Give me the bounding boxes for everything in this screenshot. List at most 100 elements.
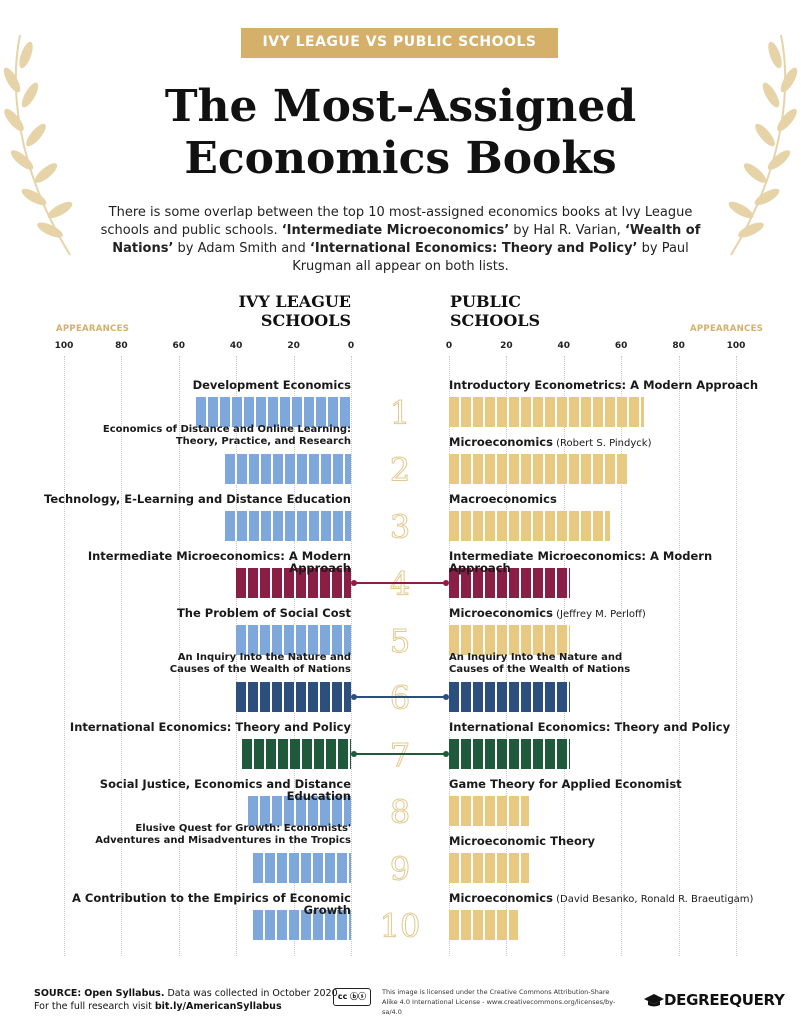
connector-line-6: [354, 696, 446, 698]
tick-label-right-20: 20: [500, 341, 513, 351]
rank-number-2: 2: [389, 451, 411, 489]
rank-number-10: 10: [379, 907, 421, 945]
tick-label-left-60: 60: [172, 341, 186, 351]
intro-paragraph: There is some overlap between the top 10…: [100, 204, 701, 276]
intro-part-5: ‘International Economics: Theory and Pol…: [309, 241, 638, 256]
connector-dot-right-4: [443, 580, 449, 586]
ivy-label-1-line1: Development Economics: [192, 378, 351, 392]
ivy-label-7-line1: International Economics: Theory and Poli…: [69, 720, 351, 734]
ivy-bar-9: [253, 853, 351, 883]
ivy-header-line1: IVY LEAGUE: [238, 292, 351, 311]
ivy-bar-5: [236, 625, 351, 655]
ivy-label-8-line1: Social Justice, Economics and Distance E…: [99, 777, 351, 803]
axis-label-right: APPEARANCES: [690, 324, 764, 334]
gridline-left-100: [64, 356, 65, 956]
ivy-header-line2: SCHOOLS: [260, 311, 351, 330]
source-label: SOURCE:: [34, 988, 82, 999]
public-author-10: (David Besanko, Ronald R. Braeutigam): [552, 894, 754, 905]
ivy-bar-8: [247, 796, 351, 826]
ivy-label-2-line1: Economics of Distance and Online Learnin…: [102, 424, 351, 435]
tick-label-left-40: 40: [229, 341, 243, 351]
public-label-7: International Economics: Theory and Poli…: [449, 721, 769, 733]
public-title-9: Microeconomic Theory: [449, 834, 596, 848]
connector-line-7: [354, 753, 446, 755]
public-title-3: Macroeconomics: [449, 492, 557, 506]
public-bar-3: [449, 511, 610, 541]
rank-number-8: 8: [389, 793, 411, 831]
axis-label-left: APPEARANCES: [56, 324, 130, 334]
public-label-3: Macroeconomics: [449, 493, 769, 505]
ivy-bar-4: [236, 568, 351, 598]
ivy-label-9-line1: Elusive Quest for Growth: Economists': [135, 823, 351, 834]
tick-label-left-100: 100: [54, 341, 74, 351]
ivy-label-5-line1: The Problem of Social Cost: [176, 606, 351, 620]
rank-number-4: 4: [389, 565, 411, 603]
gridline-right-40: [563, 356, 565, 956]
ivy-label-4-line1: Intermediate Microeconomics: A Modern Ap…: [87, 549, 351, 575]
public-label-9: Microeconomic Theory: [449, 835, 769, 847]
public-label-2: Microeconomics (Robert S. Pindyck): [449, 436, 769, 450]
tick-label-right-60: 60: [614, 341, 628, 351]
source-note: Data was collected in October 2020.: [164, 988, 341, 999]
brand-name: DEGREEQUERY: [664, 991, 785, 1009]
source-name: Open Syllabus.: [84, 988, 165, 999]
gridline-left-60: [178, 356, 180, 956]
tick-label-right-0: 0: [445, 341, 453, 351]
gridline-left-40: [236, 356, 238, 956]
public-author-2: (Robert S. Pindyck): [552, 438, 652, 449]
connector-dot-left-6: [351, 694, 357, 700]
rank-number-7: 7: [389, 736, 411, 774]
rank-number-3: 3: [389, 508, 411, 546]
connector-dot-left-4: [351, 580, 357, 586]
gridline-left-20: [293, 356, 295, 956]
public-header-line2: SCHOOLS: [450, 311, 541, 330]
public-title-10: Microeconomics: [449, 891, 553, 905]
connector-dot-right-6: [443, 694, 449, 700]
public-title-1: Introductory Econometrics: A Modern Appr…: [449, 378, 759, 392]
public-title-4: Intermediate Microeconomics: A Modern Ap…: [449, 549, 713, 575]
intro-part-0: There is some overlap between the top 10…: [100, 205, 693, 238]
public-bar-4: [449, 568, 570, 598]
public-label-4: Intermediate Microeconomics: A Modern Ap…: [449, 550, 769, 574]
cc-license-icon: cc ⓑⓢ: [333, 988, 371, 1006]
public-label-10: Microeconomics (David Besanko, Ronald R.…: [449, 892, 769, 906]
public-label-8: Game Theory for Applied Economist: [449, 778, 769, 790]
gridline-right-100: [736, 356, 737, 956]
public-label-1: Introductory Econometrics: A Modern Appr…: [449, 379, 769, 391]
banner-text: IVY LEAGUE VS PUBLIC SCHOOLS: [262, 34, 537, 50]
intro-part-2: by Hal R. Varian,: [509, 223, 625, 238]
gridline-left-80: [121, 356, 123, 956]
public-title-7: International Economics: Theory and Poli…: [449, 720, 731, 734]
connector-dot-right-7: [443, 751, 449, 757]
ivy-bar-10: [253, 910, 351, 940]
tick-label-right-80: 80: [672, 341, 685, 351]
research-link[interactable]: bit.ly/AmericanSyllabus: [154, 1001, 282, 1012]
intro-part-4: by Adam Smith and: [173, 241, 310, 256]
public-label-5: Microeconomics (Jeffrey M. Perloff): [449, 607, 769, 621]
gridline-right-20: [506, 356, 508, 956]
public-bar-5: [449, 625, 570, 655]
ivy-bar-6: [236, 682, 351, 712]
ivy-label-6-line1: An Inquiry Into the Nature and: [177, 652, 351, 663]
public-bar-6: [449, 682, 570, 712]
gridline-right-80: [678, 356, 680, 956]
ivy-bar-2: [224, 454, 351, 484]
banner: [241, 28, 558, 58]
tick-label-left-0: 0: [347, 341, 355, 351]
tick-label-right-40: 40: [557, 341, 571, 351]
rank-number-5: 5: [389, 622, 411, 660]
ivy-label-9-line2: Adventures and Misadventures in the Trop…: [95, 835, 351, 846]
public-title-8: Game Theory for Applied Economist: [449, 777, 682, 791]
ivy-label-10-line1: A Contribution to the Empirics of Econom…: [72, 891, 351, 917]
ivy-bar-3: [224, 511, 351, 541]
intro-part-1: ‘Intermediate Microeconomics’: [281, 223, 510, 238]
rank-number-6: 6: [389, 679, 411, 717]
ivy-label-2-line2: Theory, Practice, and Research: [175, 436, 351, 447]
ivy-label-3-line1: Technology, E-Learning and Distance Educ…: [44, 492, 351, 506]
laurel-left-icon: [3, 34, 73, 256]
tick-label-right-100: 100: [726, 341, 746, 351]
public-label-6-line1: An Inquiry Into the Nature and: [449, 652, 623, 663]
ivy-bar-1: [196, 397, 351, 427]
intro-part-3: ‘Wealth of Nations’: [112, 223, 701, 256]
rank-number-9: 9: [389, 850, 411, 888]
